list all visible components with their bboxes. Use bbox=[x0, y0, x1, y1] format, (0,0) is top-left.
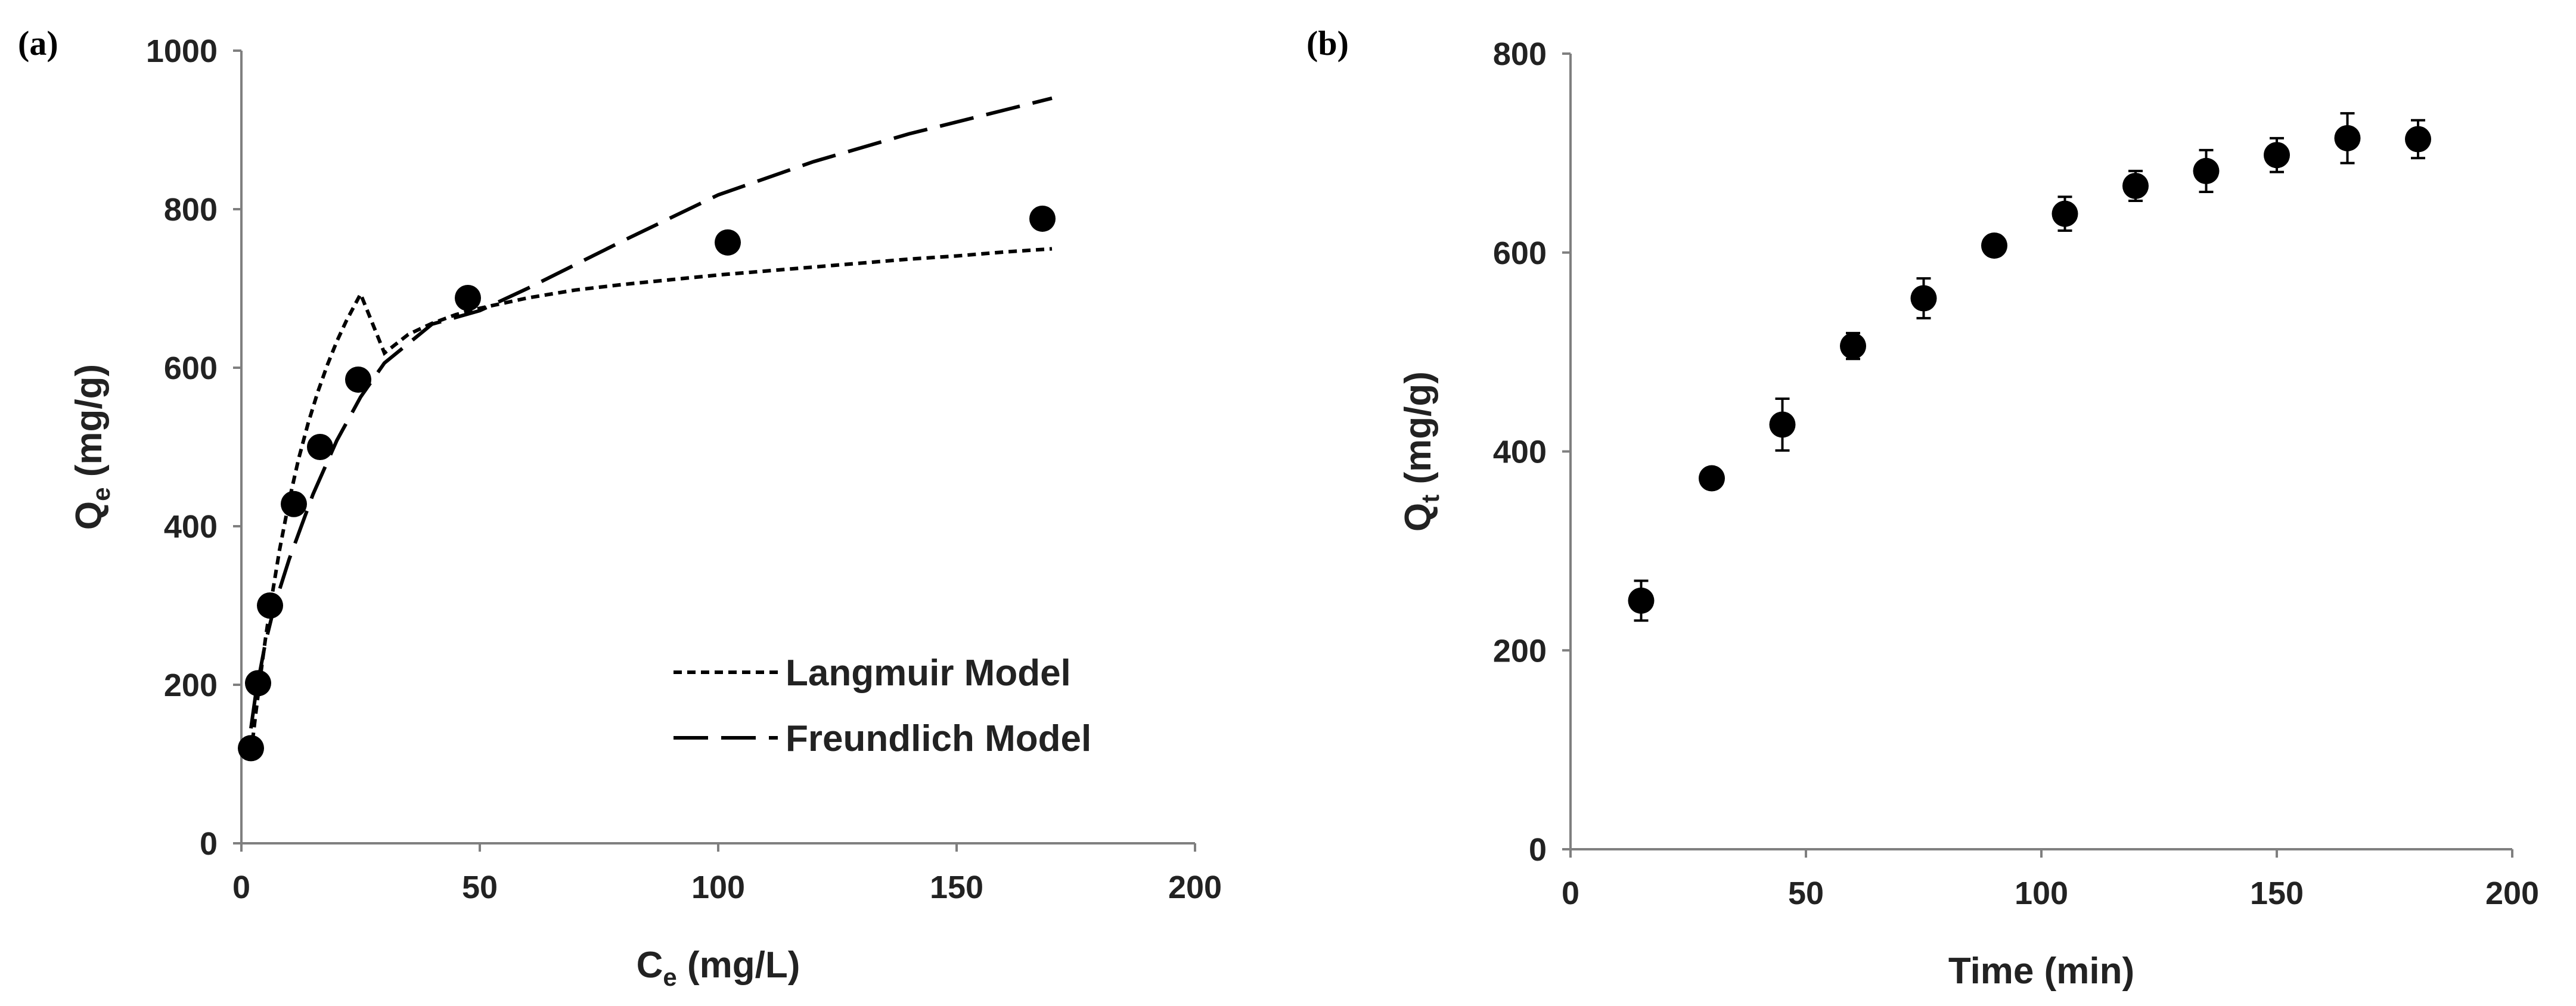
y-tick-label: 200 bbox=[164, 667, 218, 703]
panel-b-kinetics-chart: (b) 0 50 100 150 200 0 200 400 600 800 Time (min)… bbox=[1306, 24, 2539, 992]
data-point bbox=[2405, 126, 2431, 153]
y-tick-label: 600 bbox=[164, 350, 218, 386]
panel-a-x-axis-title: Ce (mg/L) bbox=[637, 945, 800, 991]
x-tick-label: 100 bbox=[2015, 875, 2068, 911]
data-point bbox=[2334, 125, 2361, 151]
y-tick-label: 1000 bbox=[146, 33, 218, 69]
data-point bbox=[2264, 142, 2290, 169]
legend-langmuir-label: Langmuir Model bbox=[786, 653, 1071, 694]
panel-a-label: (a) bbox=[18, 24, 58, 63]
data-point bbox=[307, 434, 333, 460]
data-point bbox=[345, 366, 371, 393]
data-point bbox=[2122, 172, 2149, 199]
panel-a-legend: Langmuir Model Freundlich Model bbox=[674, 653, 1091, 759]
x-tick-label: 100 bbox=[691, 870, 745, 905]
data-point bbox=[1628, 587, 1655, 614]
panel-b-x-axis-title: Time (min) bbox=[1948, 951, 2134, 992]
y-tick-label: 0 bbox=[1529, 832, 1547, 868]
x-tick-label: 200 bbox=[1168, 870, 1222, 905]
x-tick-label: 50 bbox=[1788, 875, 1824, 911]
x-tick-label: 150 bbox=[930, 870, 983, 905]
x-tick-label: 150 bbox=[2250, 875, 2304, 911]
y-tick-label: 800 bbox=[164, 192, 218, 228]
data-point bbox=[257, 592, 283, 619]
panel-b-axes: 0 50 100 150 200 0 200 400 600 800 bbox=[1493, 36, 2539, 911]
langmuir-fit-line bbox=[249, 247, 1053, 755]
data-point bbox=[2052, 200, 2078, 227]
panel-b-series bbox=[1628, 112, 2431, 622]
data-point bbox=[1910, 285, 1937, 312]
data-point bbox=[715, 229, 741, 256]
data-point bbox=[2193, 157, 2220, 184]
panel-a-isotherm-chart: (a) 0 50 100 150 200 0 200 400 600 800 1000 Ce (mg… bbox=[18, 24, 1222, 991]
panel-a-series bbox=[238, 96, 1056, 762]
data-point bbox=[245, 670, 271, 697]
data-point bbox=[281, 490, 307, 517]
x-tick-label: 0 bbox=[1562, 875, 1579, 911]
x-tick-label: 200 bbox=[2485, 875, 2539, 911]
panel-a-axes: 0 50 100 150 200 0 200 400 600 800 1000 bbox=[146, 33, 1222, 905]
y-tick-label: 200 bbox=[1493, 633, 1547, 669]
data-point bbox=[455, 284, 481, 311]
panel-b-y-axis-title: Qt (mg/g) bbox=[1398, 371, 1444, 532]
freundlich-fit-line bbox=[249, 96, 1053, 729]
y-tick-label: 600 bbox=[1493, 235, 1547, 271]
data-point bbox=[1769, 411, 1796, 438]
y-tick-label: 0 bbox=[200, 826, 218, 862]
x-tick-label: 50 bbox=[462, 870, 498, 905]
data-point bbox=[1981, 232, 2007, 259]
data-point bbox=[1029, 205, 1056, 232]
y-tick-label: 400 bbox=[1493, 434, 1547, 470]
data-point bbox=[1699, 465, 1725, 492]
panel-b-label: (b) bbox=[1306, 24, 1349, 63]
data-point bbox=[1840, 333, 1866, 359]
panel-a-y-axis-title: Qe (mg/g) bbox=[69, 364, 115, 530]
legend-freundlich-label: Freundlich Model bbox=[786, 718, 1091, 759]
y-tick-label: 800 bbox=[1493, 36, 1547, 72]
data-point bbox=[238, 735, 264, 762]
y-tick-label: 400 bbox=[164, 509, 218, 545]
x-tick-label: 0 bbox=[232, 870, 250, 905]
